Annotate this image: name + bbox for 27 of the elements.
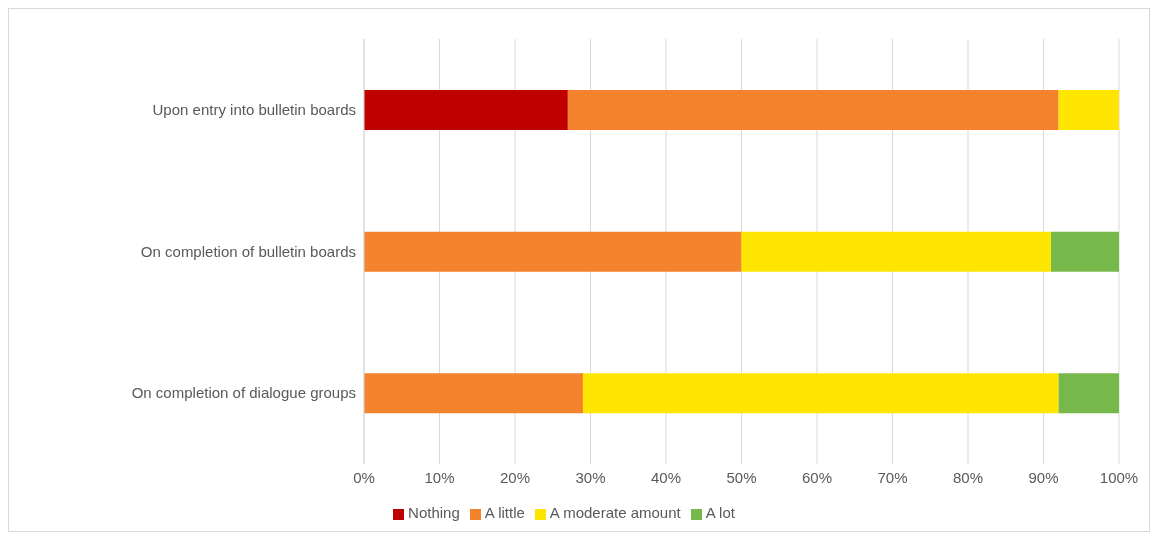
bar xyxy=(1058,90,1119,130)
bar xyxy=(1058,373,1119,414)
bar xyxy=(364,373,583,414)
bar xyxy=(364,231,742,272)
y-tick-label: Upon entry into bulletin boards xyxy=(152,101,356,119)
x-tick-label: 0% xyxy=(353,468,375,486)
x-tick-label: 10% xyxy=(424,468,455,486)
x-tick-label: 40% xyxy=(650,468,682,486)
bar xyxy=(1051,231,1119,272)
bar xyxy=(364,90,568,130)
x-tick-label: 60% xyxy=(801,468,833,486)
bar xyxy=(582,373,1059,414)
x-tick-label: 80% xyxy=(952,468,984,486)
x-tick-label: 90% xyxy=(1028,468,1059,486)
legend-label: A little xyxy=(484,504,525,521)
legend-label: Nothing xyxy=(408,504,460,521)
x-tick-label: 30% xyxy=(575,468,606,486)
legend-label: A lot xyxy=(705,504,735,521)
x-tick-label: 50% xyxy=(726,468,757,486)
bar xyxy=(567,90,1059,130)
y-tick-label: On completion of dialogue groups xyxy=(131,384,356,402)
legend-label: A moderate amount xyxy=(549,504,681,521)
x-tick-label: 70% xyxy=(877,468,908,486)
y-tick-label: On completion of bulletin boards xyxy=(140,242,356,260)
bar xyxy=(741,231,1052,272)
x-tick-label: 100% xyxy=(1099,468,1139,486)
x-tick-label: 20% xyxy=(499,468,531,486)
